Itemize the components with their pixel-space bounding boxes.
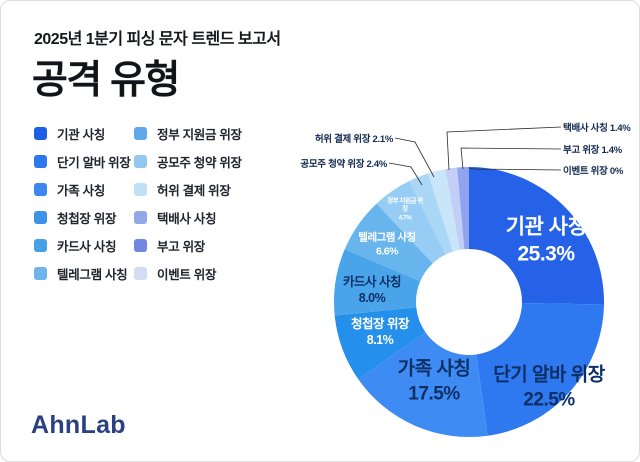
pie-slice-0 [469, 167, 604, 305]
pie-slice-6 [376, 180, 446, 264]
pie-callout-label: 허위 결제 위장 2.1% [315, 131, 393, 145]
ahnlab-logo: AhnLab [31, 411, 126, 439]
legend-swatch [134, 126, 147, 140]
callout-line [468, 167, 562, 171]
chart-area: 기관 사칭 25.3% 단기 알바 위장 22.5% 가족 사칭 17.5% 청첩장 위장 8… [300, 111, 639, 461]
pie-slice-4 [334, 249, 421, 316]
pie-slice-10 [457, 167, 469, 250]
legend-item: 기관 사칭 [34, 124, 134, 143]
legend-label: 택배사 사칭 [157, 211, 217, 226]
pie-label-pct: 8.1% [366, 333, 394, 347]
report-subtitle: 2025년 1분기 피싱 문자 트렌드 보고서 [34, 31, 281, 48]
pie-slice-5 [344, 203, 433, 282]
page-title: 공격 유형 [32, 59, 180, 102]
pie-slice-8 [428, 169, 460, 252]
pie-label-pct: 8.0% [358, 291, 386, 305]
callout-line [446, 126, 562, 171]
pie-label-name: 기관 사칭 [505, 215, 587, 239]
legend-swatch [134, 238, 147, 252]
callout-line [394, 137, 435, 178]
legend-item: 가족 사칭 [34, 180, 134, 199]
legend-swatch [34, 182, 47, 196]
legend-swatch [134, 266, 147, 280]
legend-label: 텔레그램 사칭 [57, 267, 128, 282]
legend-item: 택배사 사칭 [134, 208, 274, 227]
legend-label: 공모주 청약 위장 [157, 155, 242, 170]
pie-label-name: 단기 알바 위장 [493, 364, 605, 386]
legend-label: 정부 지원금 위장 [157, 127, 242, 142]
callout-label-name: 부고 위장 [563, 145, 600, 156]
legend-label: 허위 결제 위장 [157, 183, 231, 198]
legend-item: 단기 알바 위장 [34, 152, 134, 171]
pie-label: 정부 지원금 위장 4.7% [385, 197, 425, 222]
legend-label: 이벤트 위장 [157, 267, 217, 282]
legend-item: 청첩장 위장 [34, 208, 134, 227]
donut-svg [334, 126, 604, 437]
legend-swatch [34, 126, 47, 140]
legend-label: 부고 위장 [157, 239, 205, 254]
pie-label-name: 텔레그램 사칭 [358, 231, 416, 244]
pie-label: 청첩장 위장 8.1% [351, 316, 409, 349]
pie-label-pct: 6.6% [376, 245, 398, 257]
legend-swatch [134, 154, 147, 168]
callout-label-name: 허위 결제 위장 [314, 134, 371, 145]
pie-callout-label: 이벤트 위장 0% [563, 163, 623, 177]
legend-item: 부고 위장 [134, 236, 274, 255]
legend-item: 카드사 사칭 [34, 236, 134, 255]
legend-swatch [134, 182, 147, 196]
legend-swatch [134, 210, 147, 224]
legend-swatch [34, 266, 47, 280]
callout-label-name: 택배사 사칭 [563, 123, 608, 134]
pie-label: 기관 사칭 25.3% [506, 214, 587, 269]
pie-slice-9 [445, 167, 465, 250]
legend-swatch [34, 154, 47, 168]
legend-item: 허위 결제 위장 [134, 180, 274, 199]
pie-slice-1 [476, 302, 604, 436]
pie-callout-label: 공모주 청약 위장 2.4% [300, 156, 387, 170]
legend-swatch [34, 210, 47, 224]
callout-label-name: 공모주 청약 위장 [300, 159, 365, 170]
pie-slice-3 [334, 307, 426, 380]
pie-label-name: 가족 사칭 [397, 358, 471, 380]
callout-line [460, 147, 562, 170]
pie-label-pct: 4.7% [398, 214, 412, 222]
callout-label-pct: 1.4% [609, 123, 631, 134]
callout-label-pct: 1.4% [601, 145, 622, 156]
pie-label-name: 카드사 사칭 [343, 274, 401, 289]
legend-label: 가족 사칭 [57, 183, 105, 198]
legend-item: 이벤트 위장 [134, 264, 274, 283]
pie-label-pct: 22.5% [523, 389, 575, 410]
callout-line [388, 162, 423, 186]
callout-label-name: 이벤트 위장 [563, 166, 608, 177]
legend-item: 공모주 청약 위장 [134, 152, 274, 171]
pie-slice-2 [358, 332, 488, 437]
legend-item: 정부 지원금 위장 [134, 124, 274, 143]
pie-label: 카드사 사칭 8.0% [343, 274, 401, 307]
pie-label: 가족 사칭 17.5% [398, 357, 471, 406]
pie-slice-7 [409, 173, 453, 255]
pie-callout-label: 부고 위장 1.4% [563, 142, 622, 156]
pie-callout-label: 택배사 사칭 1.4% [563, 120, 631, 134]
pie-label-pct: 17.5% [408, 383, 460, 404]
pie-label-name: 청첩장 위장 [351, 316, 409, 331]
legend-swatch [34, 238, 47, 252]
callout-label-pct: 2.1% [372, 134, 394, 145]
legend-label: 기관 사칭 [57, 127, 105, 142]
legend-label: 카드사 사칭 [57, 239, 117, 254]
callout-label-pct: 0% [609, 166, 624, 177]
legend-label: 청첩장 위장 [57, 211, 117, 226]
legend-item: 텔레그램 사칭 [34, 264, 134, 283]
legend-label: 단기 알바 위장 [57, 155, 131, 170]
callout-label-pct: 2.4% [366, 159, 388, 170]
pie-label: 텔레그램 사칭 6.6% [358, 231, 416, 258]
pie-label: 단기 알바 위장 22.5% [493, 363, 605, 412]
pie-label-pct: 25.3% [517, 243, 575, 266]
pie-label-name: 정부 지원금 위장 [387, 197, 423, 213]
